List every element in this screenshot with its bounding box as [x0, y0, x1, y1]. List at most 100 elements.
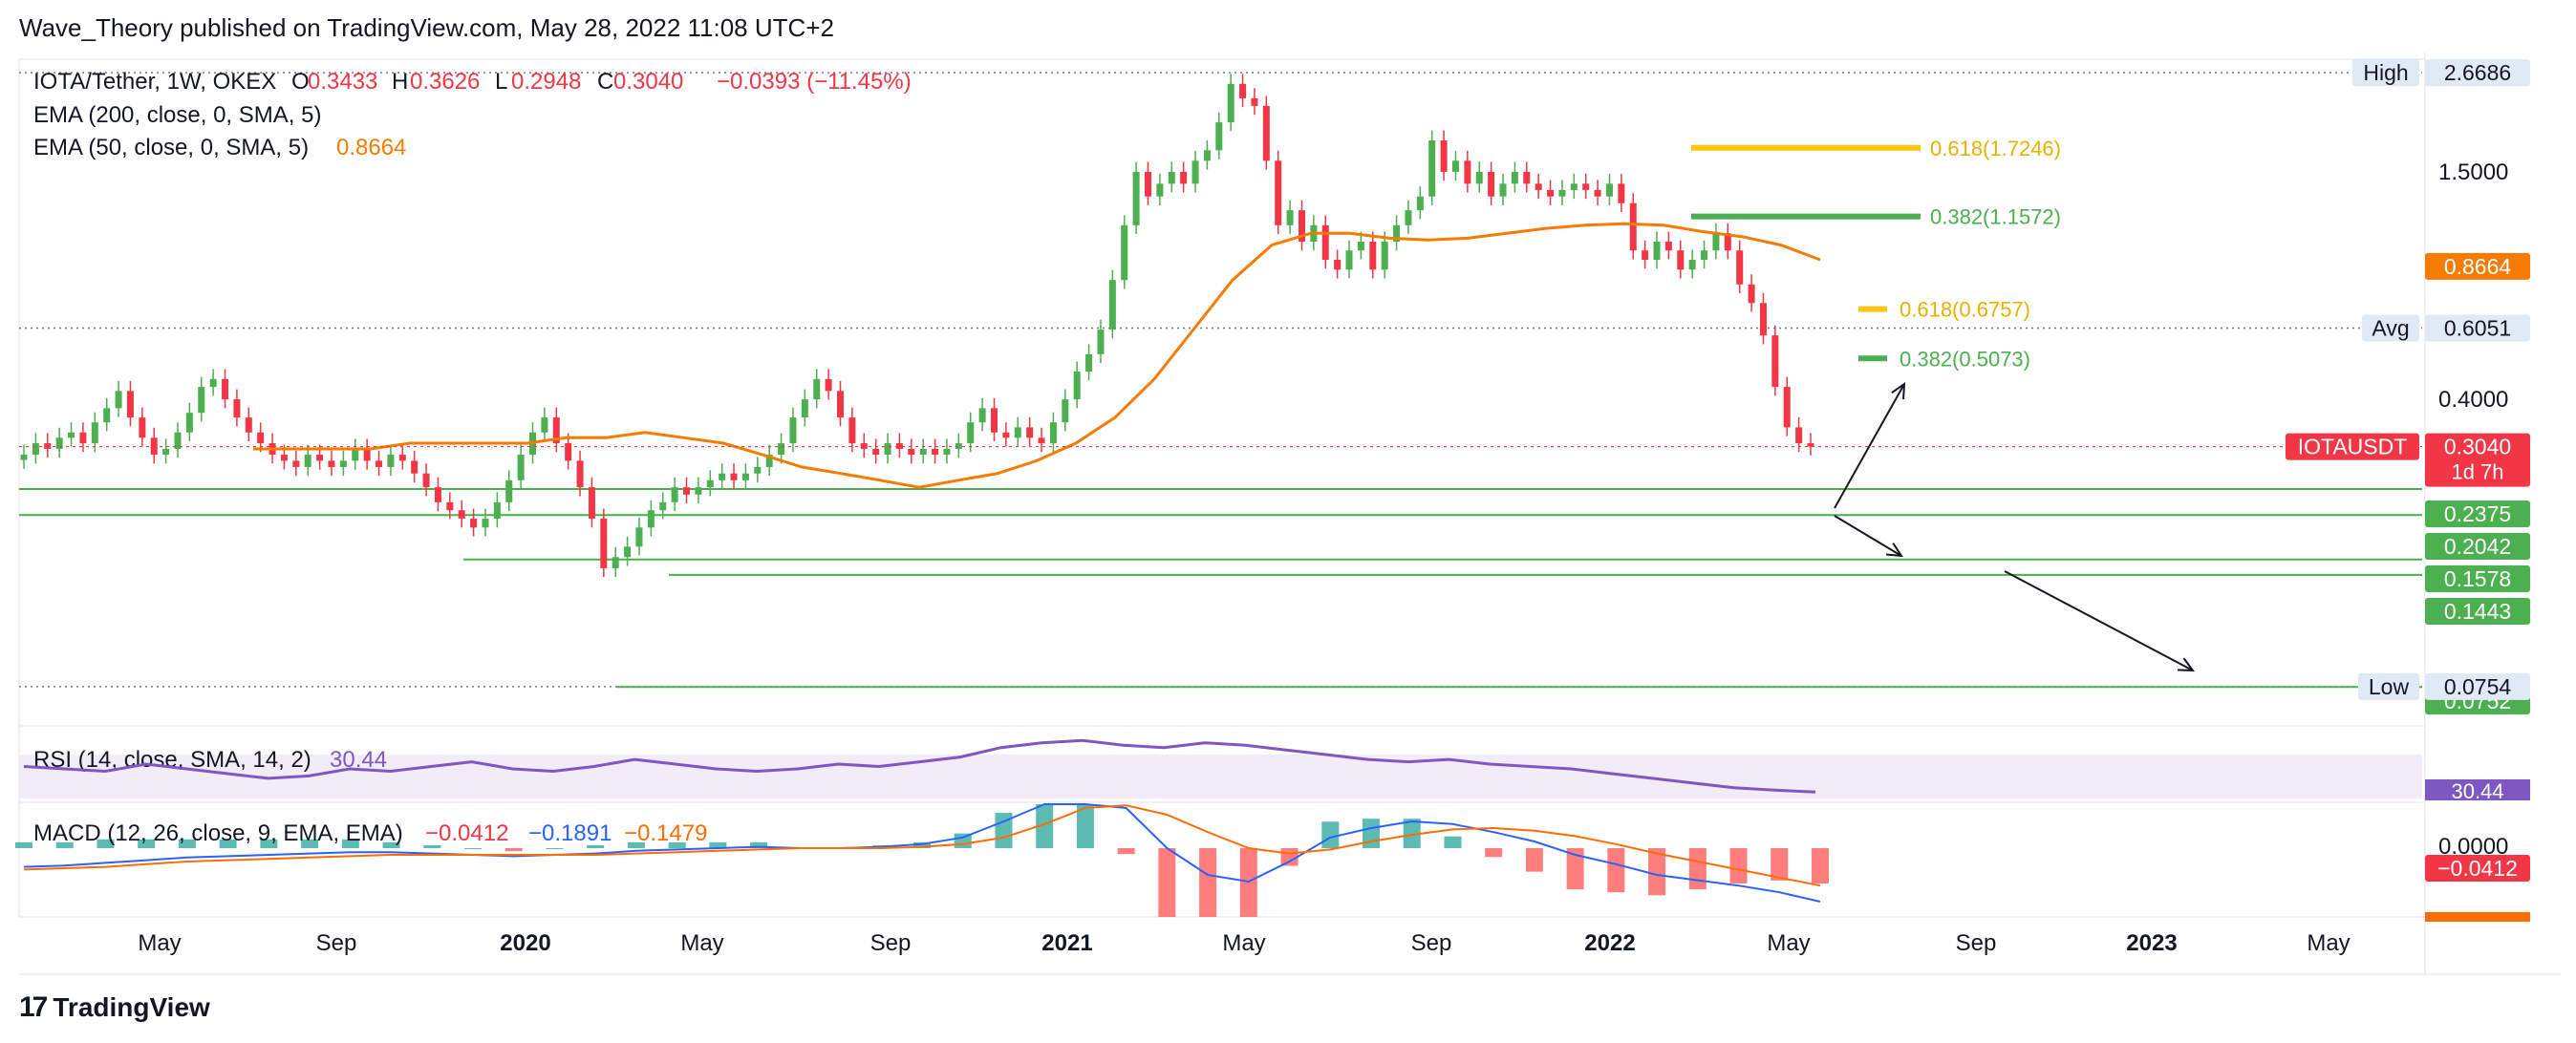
- time-axis-label: Sep: [1956, 930, 1997, 956]
- candle-body: [872, 448, 880, 456]
- support-axis-tag: 0.1578: [2444, 566, 2511, 591]
- candle-body: [932, 448, 939, 456]
- support-axis-tag: 0.2375: [2444, 501, 2511, 526]
- candle-body: [1073, 372, 1081, 400]
- ema50-line: [253, 222, 1821, 489]
- candle-body: [1381, 241, 1388, 270]
- candle-body: [1144, 171, 1151, 197]
- candle-body: [446, 501, 454, 511]
- candle-body: [1582, 183, 1590, 190]
- candle-body: [600, 519, 608, 568]
- candle-body: [1026, 427, 1034, 438]
- candle-body: [1535, 183, 1542, 190]
- low-tag-label: Low: [2369, 674, 2410, 699]
- candle-body: [1523, 171, 1531, 184]
- candle-body: [257, 432, 265, 444]
- candle-body: [1239, 83, 1247, 98]
- macd-histogram-bar: [1566, 848, 1584, 890]
- candle-body: [588, 487, 595, 520]
- candle-body: [505, 479, 513, 502]
- macd-histogram-bar: [15, 841, 32, 848]
- candle-body: [434, 487, 441, 502]
- candle-body: [1416, 196, 1424, 211]
- candle-body: [79, 432, 87, 444]
- tradingview-branding[interactable]: 17 TradingView: [19, 991, 210, 1024]
- candle-body: [1286, 210, 1294, 225]
- high-tag-value: 2.6686: [2444, 60, 2511, 85]
- candle-body: [387, 455, 395, 467]
- projection-arrow-up: [1834, 383, 1905, 509]
- candle-body: [245, 417, 252, 433]
- macd-histogram-bar: [709, 841, 727, 848]
- candle-body: [565, 443, 572, 461]
- macd-histogram-bar: [913, 841, 931, 848]
- candle-body: [1369, 241, 1377, 270]
- candle-body: [1605, 183, 1613, 197]
- candle-body: [280, 455, 288, 461]
- price-tick: 0.4000: [2438, 387, 2508, 413]
- candle-body: [1807, 443, 1814, 447]
- candle-body: [1121, 224, 1128, 281]
- support-axis-tag-bg: [2425, 533, 2530, 560]
- candle-body: [1002, 432, 1010, 438]
- macd-histogram-bar: [995, 813, 1013, 848]
- candle-body: [943, 448, 951, 456]
- rsi-axis-tag: 30.44: [2451, 779, 2503, 803]
- candle-body: [1321, 224, 1329, 260]
- fib-level-label: 0.382(0.5073): [1900, 347, 2030, 371]
- candle-body: [1558, 189, 1566, 197]
- macd-histogram-bar: [97, 839, 115, 848]
- candle-body: [765, 455, 773, 467]
- fib-level-label: 0.618(0.6757): [1900, 298, 2030, 322]
- candle-body: [576, 460, 584, 488]
- projection-arrow-long-head: [2177, 657, 2196, 672]
- avg-tag-label-bg: [2362, 314, 2419, 342]
- ema50-axis-tag-bg: [2425, 252, 2530, 280]
- price-tag-bg: [2425, 433, 2530, 487]
- macd-line: [23, 803, 1821, 903]
- macd-histogram-bar: [587, 844, 605, 848]
- candle-body: [32, 443, 39, 456]
- macd-histogram-bar: [1036, 804, 1054, 848]
- candle-body: [1570, 183, 1578, 190]
- macd-legend-value: −0.0412: [425, 820, 508, 846]
- candle-body: [1795, 427, 1803, 444]
- candle-body: [1298, 210, 1305, 242]
- candle-body: [612, 557, 619, 568]
- symbol-axis-tag: IOTAUSDT: [2298, 435, 2408, 459]
- change-value: −0.0393 (−11.45%): [717, 69, 912, 95]
- candle-body: [1451, 160, 1459, 172]
- fib-level-label: 0.382(1.1572): [1930, 205, 2061, 229]
- candle-body: [1677, 250, 1685, 270]
- ema200-legend: EMA (200, close, 0, SMA, 5): [33, 102, 321, 128]
- low-tag-value: 0.0754: [2444, 674, 2512, 699]
- tradingview-logo-icon: 17: [19, 991, 48, 1023]
- candle-body: [1262, 105, 1270, 161]
- candle-body: [848, 417, 856, 444]
- rsi-line: [23, 738, 1816, 794]
- high-tag-value-bg: [2425, 59, 2530, 87]
- candle-body: [1345, 250, 1353, 270]
- projection-arrow-down-head: [1885, 543, 1903, 558]
- time-axis-label: 2023: [2126, 930, 2177, 956]
- projection-arrow-down: [1834, 515, 1902, 557]
- rsi-band: [19, 755, 2422, 798]
- hist-legend-value: −0.1479: [624, 820, 707, 846]
- candle-body: [1393, 224, 1401, 242]
- time-axis-label: 2021: [1041, 930, 1092, 956]
- candle-body: [895, 443, 903, 449]
- candle-body: [813, 378, 821, 400]
- macd-legend: MACD (12, 26, close, 9, EMA, EMA): [33, 820, 403, 846]
- candle-body: [624, 546, 632, 558]
- candle-body: [1688, 259, 1696, 270]
- candle-body: [1724, 233, 1731, 251]
- macd-histogram-bar: [382, 841, 400, 848]
- candle-body: [825, 378, 832, 392]
- support-axis-tag-bg: [2425, 565, 2530, 592]
- signal-tag-bg: [2425, 912, 2530, 922]
- candle-body: [1771, 335, 1779, 388]
- candle-body: [659, 501, 667, 511]
- macd-tag-bg: [2425, 855, 2530, 882]
- candle-body: [91, 422, 98, 444]
